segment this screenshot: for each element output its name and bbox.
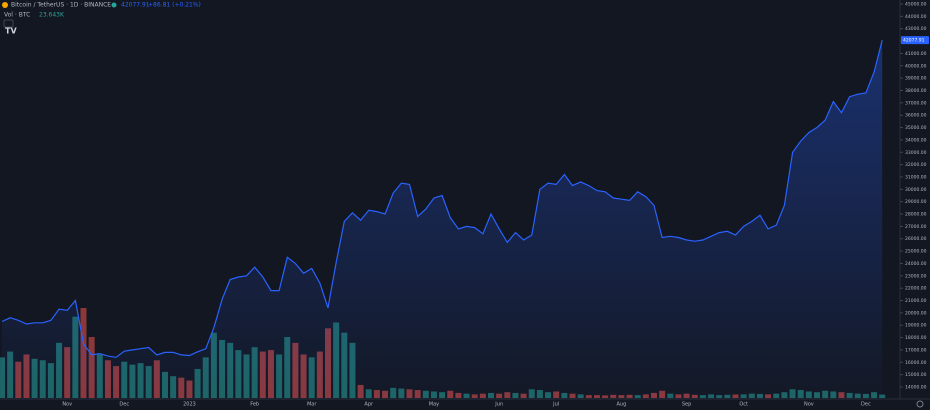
y-tick-label: 36000.00 bbox=[905, 113, 927, 119]
x-tick-label: Oct bbox=[739, 402, 748, 408]
x-tick-label: Sep bbox=[682, 402, 691, 408]
y-tick-label: 22000.00 bbox=[905, 286, 927, 292]
y-tick-label: 28000.00 bbox=[905, 212, 927, 218]
y-tick-label: 45000.00 bbox=[905, 2, 927, 8]
y-tick-label: 18000.00 bbox=[905, 335, 927, 341]
status-dot bbox=[111, 2, 117, 8]
y-tick-label: 25000.00 bbox=[905, 249, 927, 255]
x-tick-label: Feb bbox=[250, 402, 259, 408]
y-tick-label: 31000.00 bbox=[905, 174, 927, 180]
y-tick-label: 29000.00 bbox=[905, 199, 927, 205]
x-tick-label: Nov bbox=[804, 402, 814, 408]
y-tick-label: 34000.00 bbox=[905, 137, 927, 143]
y-tick-label: 26000.00 bbox=[905, 236, 927, 242]
symbol-title: Bitcoin / TetherUS · 1D · BINANCE bbox=[11, 2, 111, 9]
y-tick-label: 19000.00 bbox=[905, 323, 927, 329]
y-tick-label: 43000.00 bbox=[905, 26, 927, 32]
x-tick-label: Jul bbox=[552, 402, 559, 408]
price-change: +86.81 (+0.21%) bbox=[148, 2, 201, 9]
y-tick-label: 27000.00 bbox=[905, 224, 927, 230]
x-tick-label: Dec bbox=[861, 402, 871, 408]
y-tick-label: 20000.00 bbox=[905, 310, 927, 316]
x-tick-label: Dec bbox=[119, 402, 129, 408]
y-tick-label: 38000.00 bbox=[905, 88, 927, 94]
logo: TV bbox=[5, 27, 17, 36]
x-tick-label: 2023 bbox=[183, 402, 196, 408]
price-line bbox=[1, 39, 883, 358]
y-tick-label: 21000.00 bbox=[905, 298, 927, 304]
volume-title: Vol · BTC bbox=[4, 12, 30, 19]
settings-button[interactable] bbox=[916, 400, 924, 408]
y-tick-label: 23000.00 bbox=[905, 273, 927, 279]
y-tick-label: 41000.00 bbox=[905, 51, 927, 57]
y-tick-label: 35000.00 bbox=[905, 125, 927, 131]
price-label: 42077.91 bbox=[903, 38, 925, 44]
y-tick-label: 16000.00 bbox=[905, 360, 927, 366]
y-tick-label: 14000.00 bbox=[905, 385, 927, 391]
y-tick-label: 24000.00 bbox=[905, 261, 927, 267]
last-price: 42077.91 bbox=[121, 2, 150, 9]
x-tick-label: Mar bbox=[307, 402, 317, 408]
y-tick-label: 37000.00 bbox=[905, 100, 927, 106]
x-tick-label: May bbox=[429, 402, 439, 408]
area bbox=[2, 40, 883, 399]
x-tick-label: Aug bbox=[617, 402, 627, 408]
y-tick-label: 39000.00 bbox=[905, 76, 927, 82]
symbol-icon bbox=[2, 2, 8, 8]
x-tick-label: Nov bbox=[62, 402, 72, 408]
x-tick-label: Jun bbox=[494, 402, 503, 408]
volume-value: 23.643K bbox=[39, 12, 65, 19]
collapse-button[interactable] bbox=[3, 19, 14, 28]
price-label-box bbox=[901, 36, 929, 45]
x-tick-label: Apr bbox=[364, 402, 374, 408]
y-tick-label: 30000.00 bbox=[905, 187, 927, 193]
y-tick-label: 44000.00 bbox=[905, 14, 927, 20]
y-tick-label: 17000.00 bbox=[905, 347, 927, 353]
y-tick-label: 32000.00 bbox=[905, 162, 927, 168]
y-tick-label: 40000.00 bbox=[905, 63, 927, 69]
y-tick-label: 33000.00 bbox=[905, 150, 927, 156]
y-tick-label: 15000.00 bbox=[905, 372, 927, 378]
